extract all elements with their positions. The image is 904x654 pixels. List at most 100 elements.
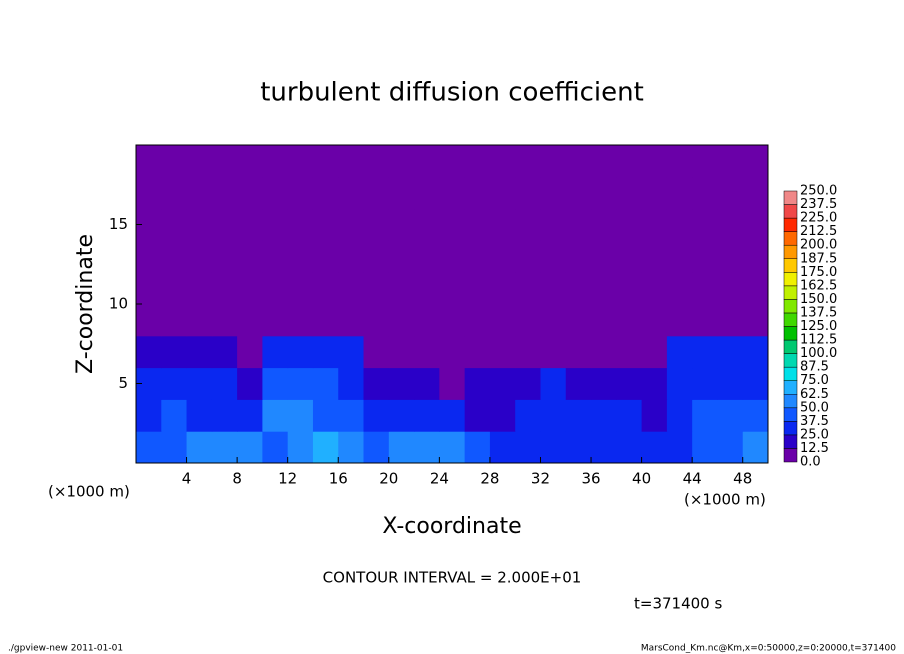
field-cell [641,145,668,178]
field-cell [262,240,289,273]
field-cell [489,304,516,337]
colorbar-swatch [783,258,798,273]
field-cell [515,240,541,273]
field-cell [742,240,769,273]
y-unit-label: (×1000 m) [48,483,130,501]
field-cell [616,240,643,273]
field-cell [742,145,769,178]
field-cell [186,304,213,337]
field-cell [338,304,365,337]
field-cell [136,145,162,178]
field-cell [414,145,440,178]
colorbar-swatch [783,353,798,368]
field-cell [489,335,516,369]
field-cell [641,240,668,273]
field-cell [363,304,390,337]
colorbar-label: 25.0 [800,427,829,442]
field-cell [742,304,769,337]
field-cell [742,208,769,241]
field-cell [742,335,769,369]
colorbar-swatch [783,448,798,463]
field-cell [717,272,744,305]
field-cell [540,304,567,337]
field-cell [388,208,415,241]
field-cell [439,335,466,369]
field-cell [616,431,643,464]
field-cell [388,272,415,305]
field-cell [515,335,541,369]
colorbar-swatch [783,312,798,327]
field-cell [717,145,744,178]
field-cell [641,176,668,210]
field-cell [464,208,491,241]
colorbar-label: 162.5 [800,278,837,293]
field-cell [262,335,289,369]
x-tick-label: 8 [232,470,242,488]
field-cell [388,176,415,210]
field-cell [540,335,567,369]
field-cell [363,145,390,178]
field-cell [641,367,668,400]
field-cell [312,399,339,432]
field-cell [363,367,390,400]
field-cell [616,176,643,210]
field-cell [312,272,339,305]
field-cell [414,176,440,210]
field-cell [692,176,718,210]
field-cell [616,145,643,178]
field-cell [515,304,541,337]
field-cell [287,176,314,210]
field-cell [565,272,592,305]
field-cell [666,176,693,210]
field-cell [363,335,390,369]
field-cell [414,240,440,273]
field-cell [338,176,365,210]
field-cell [287,240,314,273]
field-cell [186,208,213,241]
field-cell [641,335,668,369]
field-cell [338,240,365,273]
field-cell [489,240,516,273]
field-cell [287,208,314,241]
field-cell [186,335,213,369]
field-cell [363,240,390,273]
field-cell [515,272,541,305]
field-cell [338,335,365,369]
colorbar-swatch [783,366,798,381]
field-cell [565,335,592,369]
field-cell [439,367,466,400]
colorbar-label: 137.5 [800,305,837,320]
footer-left: ./gpview-new 2011-01-01 [8,644,123,654]
field-cell [186,272,213,305]
y-tick-label: 5 [118,374,128,392]
field-cell [237,304,263,337]
field-cell [515,399,541,432]
field-cell [717,240,744,273]
field-cell [717,176,744,210]
colorbar-swatch [783,231,798,246]
field-cell [338,145,365,178]
colorbar-swatch [783,326,798,341]
field-cell [388,431,415,464]
field-cell [565,431,592,464]
field-cell [515,208,541,241]
field-cell [161,145,188,178]
field-cell [211,240,238,273]
field-cell [414,399,440,432]
field-cell [237,431,263,464]
field-cell [287,272,314,305]
field-cell [616,304,643,337]
field-cell [489,272,516,305]
field-cell [237,272,263,305]
x-tick-label: 40 [632,470,651,488]
field-cell [591,431,617,464]
field-cell [439,145,466,178]
colorbar-label: 0.0 [800,455,821,470]
field-cell [186,145,213,178]
field-cell [237,399,263,432]
field-cell [565,145,592,178]
field-cell [211,208,238,241]
y-tick-label: 10 [109,295,128,313]
x-tick-label: 44 [683,470,702,488]
field-cell [692,335,718,369]
